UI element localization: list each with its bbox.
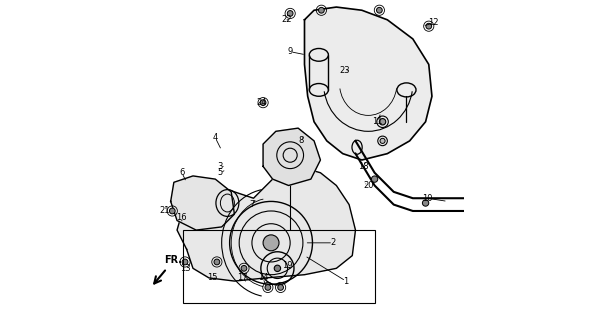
Text: 18: 18 (358, 162, 369, 171)
Text: FR.: FR. (164, 255, 181, 265)
Text: 22: 22 (282, 15, 292, 24)
Text: 21: 21 (160, 206, 170, 215)
Polygon shape (171, 176, 234, 230)
Text: 11: 11 (373, 117, 383, 126)
Polygon shape (263, 128, 320, 186)
Circle shape (371, 176, 378, 182)
Text: 10: 10 (422, 194, 432, 203)
Circle shape (278, 284, 283, 290)
Circle shape (241, 266, 247, 271)
Circle shape (214, 259, 220, 265)
Text: 1: 1 (343, 276, 348, 285)
Text: 19: 19 (282, 261, 292, 270)
Text: 16: 16 (177, 213, 187, 222)
Circle shape (169, 208, 175, 214)
Circle shape (426, 23, 432, 29)
Text: 17: 17 (237, 273, 248, 282)
Circle shape (182, 259, 188, 265)
Text: 20: 20 (363, 181, 373, 190)
Circle shape (274, 265, 281, 271)
Text: 23: 23 (339, 66, 350, 75)
Text: 3: 3 (217, 162, 223, 171)
Text: 15: 15 (207, 273, 217, 282)
Text: 14: 14 (258, 273, 269, 282)
Polygon shape (177, 166, 356, 281)
Circle shape (376, 7, 382, 13)
Text: 4: 4 (213, 133, 218, 142)
Circle shape (260, 100, 266, 106)
Text: 9: 9 (287, 47, 293, 56)
Circle shape (319, 7, 324, 13)
Text: 13: 13 (180, 264, 191, 273)
Text: 8: 8 (298, 136, 304, 145)
Circle shape (265, 284, 271, 290)
Bar (183, 230, 375, 303)
Circle shape (380, 138, 385, 143)
Text: 6: 6 (179, 168, 185, 177)
Circle shape (263, 235, 279, 251)
Text: 24: 24 (256, 98, 267, 107)
Polygon shape (304, 7, 432, 160)
Text: 5: 5 (217, 168, 223, 177)
Circle shape (379, 119, 385, 125)
Circle shape (423, 200, 429, 206)
Text: 7: 7 (249, 200, 255, 209)
Text: 12: 12 (428, 19, 439, 28)
Text: 2: 2 (331, 238, 336, 247)
Circle shape (287, 11, 293, 16)
